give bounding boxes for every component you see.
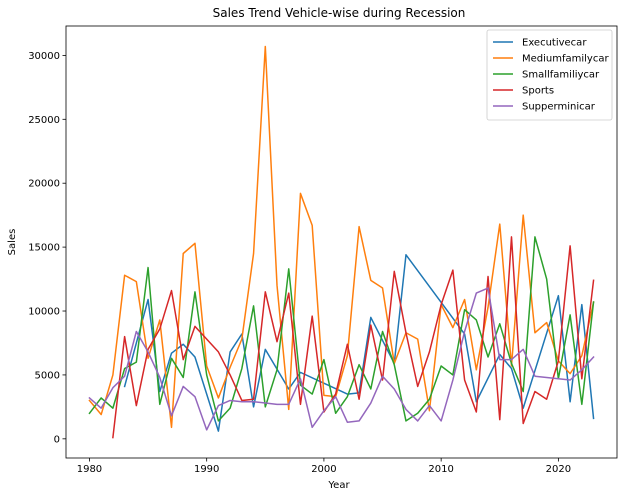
x-axis-label: Year bbox=[327, 480, 350, 491]
legend-label-mediumfamilycar: Mediumfamilycar bbox=[522, 54, 609, 65]
y-tick-label: 30000 bbox=[28, 51, 60, 62]
y-tick-label: 0 bbox=[54, 434, 60, 445]
y-axis-label: Sales bbox=[7, 229, 18, 256]
series-line-smallfamiliycar bbox=[88, 236, 595, 422]
x-tick-label: 2010 bbox=[428, 464, 453, 475]
series-line-mediumfamilycar bbox=[88, 45, 595, 429]
x-tick-label: 1990 bbox=[194, 464, 219, 475]
y-tick-label: 10000 bbox=[28, 307, 60, 318]
legend-label-smallfamiliycar: Smallfamiliycar bbox=[522, 70, 600, 81]
y-tick-label: 5000 bbox=[35, 370, 60, 381]
legend-label-sports: Sports bbox=[522, 86, 554, 97]
x-axis: 1980 1990 2000 2010 2020 bbox=[77, 458, 571, 475]
legend: Executivecar Mediumfamilycar Smallfamiliyc… bbox=[486, 29, 613, 121]
series-line-sports bbox=[112, 236, 595, 439]
series-line-supperminicar bbox=[88, 287, 595, 431]
y-axis: 0 5000 10000 15000 20000 25000 30000 bbox=[28, 51, 66, 445]
x-tick-label: 2020 bbox=[546, 464, 571, 475]
x-tick-label: 2000 bbox=[311, 464, 336, 475]
series-layer bbox=[88, 45, 595, 439]
chart-title: Sales Trend Vehicle-wise during Recessio… bbox=[213, 6, 466, 20]
legend-label-supperminicar: Supperminicar bbox=[522, 102, 596, 113]
y-tick-label: 25000 bbox=[28, 115, 60, 126]
legend-label-executivecar: Executivecar bbox=[522, 38, 587, 49]
legend-box bbox=[486, 29, 613, 121]
x-tick-label: 1980 bbox=[77, 464, 102, 475]
series-line-executivecar bbox=[123, 254, 595, 432]
y-tick-label: 20000 bbox=[28, 179, 60, 190]
y-tick-label: 15000 bbox=[28, 243, 60, 254]
plot-area-frame bbox=[65, 25, 618, 459]
